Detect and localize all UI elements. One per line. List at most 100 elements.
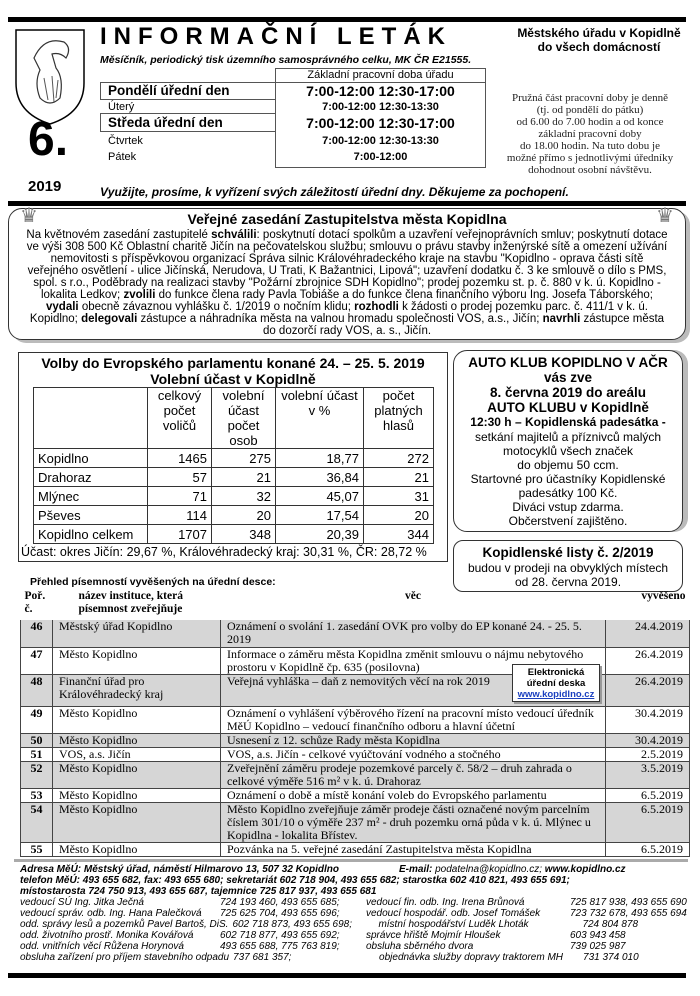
invitation-heading: AUTO KLUB KOPIDLNO V AČR (468, 355, 668, 370)
notice-row: 55 Město Kopidlno Pozvánka na 5. veřejné z… (20, 842, 690, 857)
invitation-line: Občerstvení zajištěno. (508, 514, 628, 528)
contact-name: obsluha sběrného dvora (366, 941, 474, 952)
contact-phone: 725 817 938, 493 655 690 (570, 897, 687, 908)
notice-row: 50 Město Kopidlno Usnesení z 12. schůze Ra… (20, 733, 690, 748)
invitation-line: Diváci vstup zdarma. (512, 500, 624, 514)
note-line: Pružná část pracovní doby je denně (511, 92, 669, 104)
column-header: celkový počet voličů (147, 387, 212, 449)
divider (14, 859, 688, 862)
value-cell: 1465 (147, 448, 212, 468)
top-rule (8, 17, 686, 22)
election-row: Kopidlno 1465 275 18,77 272 (33, 448, 434, 468)
notice-row: 47 Město Kopidlno Informace o záměru města… (20, 647, 690, 675)
invitation-line: Startovné pro účastníky Kopidlenské (470, 472, 666, 486)
contact-phone: 602 718 873, 493 655 698; (232, 919, 352, 930)
place-cell: Mlýnec (33, 486, 148, 506)
notice-row: 49 Město Kopidlno Oznámení o vyhlášení výb… (20, 706, 690, 734)
hours-row-thursday: Čtvrtek 7:00-12:00 12:30-13:30 (100, 134, 486, 148)
issue-number: 6. (28, 113, 69, 166)
bottom-rule (8, 973, 686, 978)
contact-phone: 739 025 987 (570, 941, 626, 952)
value-cell: 348 (211, 524, 276, 544)
value-cell: 20,39 (275, 524, 364, 544)
contact-phone: 737 681 357; (233, 952, 292, 963)
board-heading: Přehled písemností vyvěšených na úřední … (30, 576, 276, 588)
contact-row: vedoucí SÚ Ing. Jitka Ječná 724 193 460, … (20, 897, 690, 908)
contact-name: odd. vnitřních věcí Růžena Horynová (20, 941, 184, 952)
notice-inst: Město Kopidlno (52, 706, 221, 734)
invitation-line: do objemu 50 ccm. (517, 458, 619, 472)
hours-row-monday: Pondělí úřední den 7:00-12:00 12:30-17:00 (100, 83, 486, 99)
contact-phone: 493 655 688, 775 763 819; (220, 941, 340, 952)
website-link[interactable]: www.kopidlno.cz (517, 689, 595, 700)
election-subtitle: Volební účast v Kopidlně (150, 371, 316, 387)
notice-row: 54 Město Kopidlno Město Kopidlno zveřejňuj… (20, 802, 690, 843)
value-cell: 45,07 (275, 486, 364, 506)
note-line: dohodnout osobní návštěvu. (528, 164, 652, 176)
election-row: Drahoraz 57 21 36,84 21 (33, 467, 434, 487)
election-row: Kopidlno celkem 1707 348 20,39 344 (33, 524, 434, 544)
column-header: volební účast v % (275, 387, 364, 449)
value-cell: 20 (363, 505, 434, 525)
hours-heading: Základní pracovní doba úřadu (307, 69, 454, 81)
header-rule (8, 201, 686, 206)
contact-row: odd. vnitřních věcí Růžena Horynová 493 6… (20, 941, 690, 952)
invitation-heading: 8. června 2019 do areálu (489, 385, 647, 400)
contacts-footer: Adresa MěÚ: Městský úřad, náměstí Hilmar… (20, 864, 690, 963)
invitation-line: setkání majitelů a příznivců malých (474, 430, 662, 444)
column-header: název instituce, která písemnost zveřejň… (78, 590, 183, 615)
notice-no: 53 (20, 788, 53, 803)
contact-phone: 724 193 460, 493 655 685; (220, 897, 340, 908)
coat-of-arms-logo (15, 29, 85, 125)
notice-row: 51 VOS, a.s. Jičín VOS, a.s. Jičín - celko… (20, 747, 690, 762)
callout-line: Elektronická (527, 667, 585, 678)
request-note: Využijte, prosíme, k vyřízení svých zále… (100, 185, 569, 199)
council-meeting-box: ♛ ♛ Veřejné zasedání Zastupitelstva měst… (8, 205, 686, 340)
contact-phone: 723 732 678, 493 655 694 (570, 908, 687, 919)
place-cell: Pševes (33, 505, 148, 525)
place-cell: Kopidlno (33, 448, 148, 468)
turnout-summary: Účast: okres Jičín: 29,67 %, Královéhrad… (21, 545, 427, 559)
notice-no: 46 (20, 620, 53, 648)
notice-subject: Pozvánka na 5. veřejné zasedání Zastupit… (220, 842, 606, 857)
crown-ornament-icon: ♛ (20, 205, 38, 227)
day: Úterý (108, 101, 135, 113)
notice-inst: Město Kopidlno (52, 842, 221, 857)
contact-row: odd. správy lesů a pozemků Pavel Bartoš,… (20, 919, 690, 930)
column-header: věc (405, 590, 421, 602)
contact-name: vedoucí hospodář. odb. Josef Tomášek (366, 908, 541, 919)
divider (100, 82, 486, 83)
notice-no: 52 (20, 761, 53, 789)
hours-row-tuesday: Úterý 7:00-12:00 12:30-13:30 (100, 100, 486, 114)
destination-line: Městského úřadu v Kopidlně (517, 26, 681, 40)
contact-phone: 731 374 010 (583, 952, 639, 963)
invitation-line: padesátky 100 Kč. (518, 486, 618, 500)
notice-date: 30.4.2019 (605, 733, 690, 748)
day: Pátek (108, 151, 137, 163)
invitation-heading: 12:30 h – Kopidlenská padesátka - (470, 415, 666, 429)
note-line: základní pracovní doby (538, 128, 642, 140)
election-results-box: Volby do Evropského parlamentu konané 24… (18, 352, 448, 562)
place-cell: Kopidlno celkem (33, 524, 148, 544)
listy-line: od 28. června 2019. (514, 575, 622, 589)
value-cell: 344 (363, 524, 434, 544)
notice-inst: VOS, a.s. Jičín (52, 747, 221, 762)
value-cell: 21 (363, 467, 434, 487)
divider (100, 113, 276, 132)
place-cell: Drahoraz (33, 467, 148, 487)
contact-name: objednávka služby dopravy traktorem MH (379, 952, 564, 963)
note-line: od 6.00 do 7.00 hodin a od konce (516, 116, 664, 128)
meeting-text: Na květnovém zasedání zastupitelé schvál… (26, 229, 668, 337)
value-cell: 275 (211, 448, 276, 468)
destination-line: do všech domácností (537, 40, 661, 54)
address-line: Adresa MěÚ: Městský úřad, náměstí Hilmar… (20, 864, 626, 875)
contact-name: obsluha zařízení pro příjem stavebního o… (20, 952, 230, 963)
notice-no: 50 (20, 733, 53, 748)
time: 7:00-12:00 (353, 151, 408, 163)
notice-date: 6.5.2019 (605, 842, 690, 857)
notice-no: 47 (20, 647, 53, 675)
hours-row-wednesday: Středa úřední den 7:00-12:00 12:30-17:00 (100, 115, 486, 131)
notice-date: 30.4.2019 (605, 706, 690, 734)
contact-name: vedoucí SÚ Ing. Jitka Ječná (20, 897, 144, 908)
notice-subject: Oznámení o vyhlášení výběrového řízení n… (220, 706, 606, 734)
